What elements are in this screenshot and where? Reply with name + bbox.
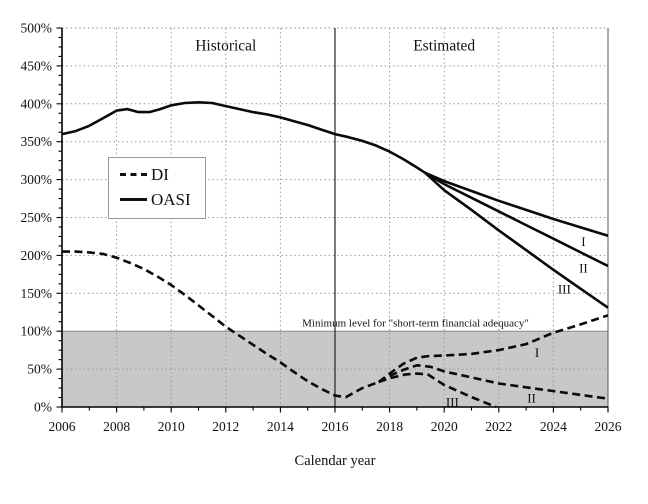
y-tick-label: 250% bbox=[21, 210, 53, 225]
y-tick-label: 450% bbox=[21, 58, 53, 73]
historical-label: Historical bbox=[195, 37, 256, 54]
min-level-label: Minimum level for "short-term financial … bbox=[302, 317, 529, 329]
y-tick-label: 350% bbox=[21, 134, 53, 149]
x-tick-label: 2026 bbox=[595, 419, 622, 434]
x-tick-label: 2022 bbox=[485, 419, 512, 434]
legend-item-oasi: OASI bbox=[120, 191, 191, 208]
x-axis-title: Calendar year bbox=[294, 453, 376, 469]
series-di-alt-I bbox=[377, 314, 609, 384]
y-tick-label: 150% bbox=[21, 286, 53, 301]
x-tick-label: 2010 bbox=[158, 419, 185, 434]
x-tick-label: 2020 bbox=[431, 419, 458, 434]
y-tick-label: 500% bbox=[21, 21, 53, 36]
scenario-label-di-alt-I: I bbox=[535, 345, 539, 360]
series-di-historical bbox=[62, 250, 380, 399]
x-tick-label: 2016 bbox=[322, 419, 349, 434]
x-tick-label: 2024 bbox=[540, 419, 567, 434]
scenario-label-di-alt-III: III bbox=[446, 394, 459, 409]
scenario-label-di-alt-II: II bbox=[527, 391, 536, 406]
scenario-label-oasi-alt-III: III bbox=[558, 282, 571, 297]
y-tick-label: 200% bbox=[21, 248, 53, 263]
y-tick-label: 100% bbox=[21, 324, 53, 339]
oasi-solid-line-sample-icon bbox=[120, 198, 147, 201]
series-di-alt-III bbox=[378, 372, 497, 409]
scenario-label-oasi-alt-II: II bbox=[579, 260, 588, 275]
series-oasi-alt-II bbox=[424, 171, 609, 268]
legend: DI OASI bbox=[108, 157, 206, 219]
y-tick-label: 0% bbox=[34, 400, 52, 415]
x-tick-label: 2012 bbox=[212, 419, 239, 434]
x-tick-label: 2006 bbox=[49, 419, 76, 434]
estimated-label: Estimated bbox=[413, 37, 475, 54]
series-oasi-historical bbox=[61, 101, 426, 174]
x-tick-label: 2018 bbox=[376, 419, 403, 434]
scenario-label-oasi-alt-I: I bbox=[581, 234, 585, 249]
series-oasi-alt-I bbox=[424, 171, 609, 237]
y-tick-label: 300% bbox=[21, 172, 53, 187]
legend-label-oasi: OASI bbox=[151, 190, 191, 209]
legend-item-di: DI bbox=[120, 166, 191, 183]
y-tick-label: 50% bbox=[27, 362, 52, 377]
di-dashed-line-sample-icon bbox=[120, 173, 147, 176]
series-oasi-alt-III bbox=[424, 171, 609, 309]
x-tick-label: 2008 bbox=[103, 419, 130, 434]
x-tick-label: 2014 bbox=[267, 419, 294, 434]
legend-label-di: DI bbox=[151, 165, 169, 184]
y-tick-label: 400% bbox=[21, 96, 53, 111]
